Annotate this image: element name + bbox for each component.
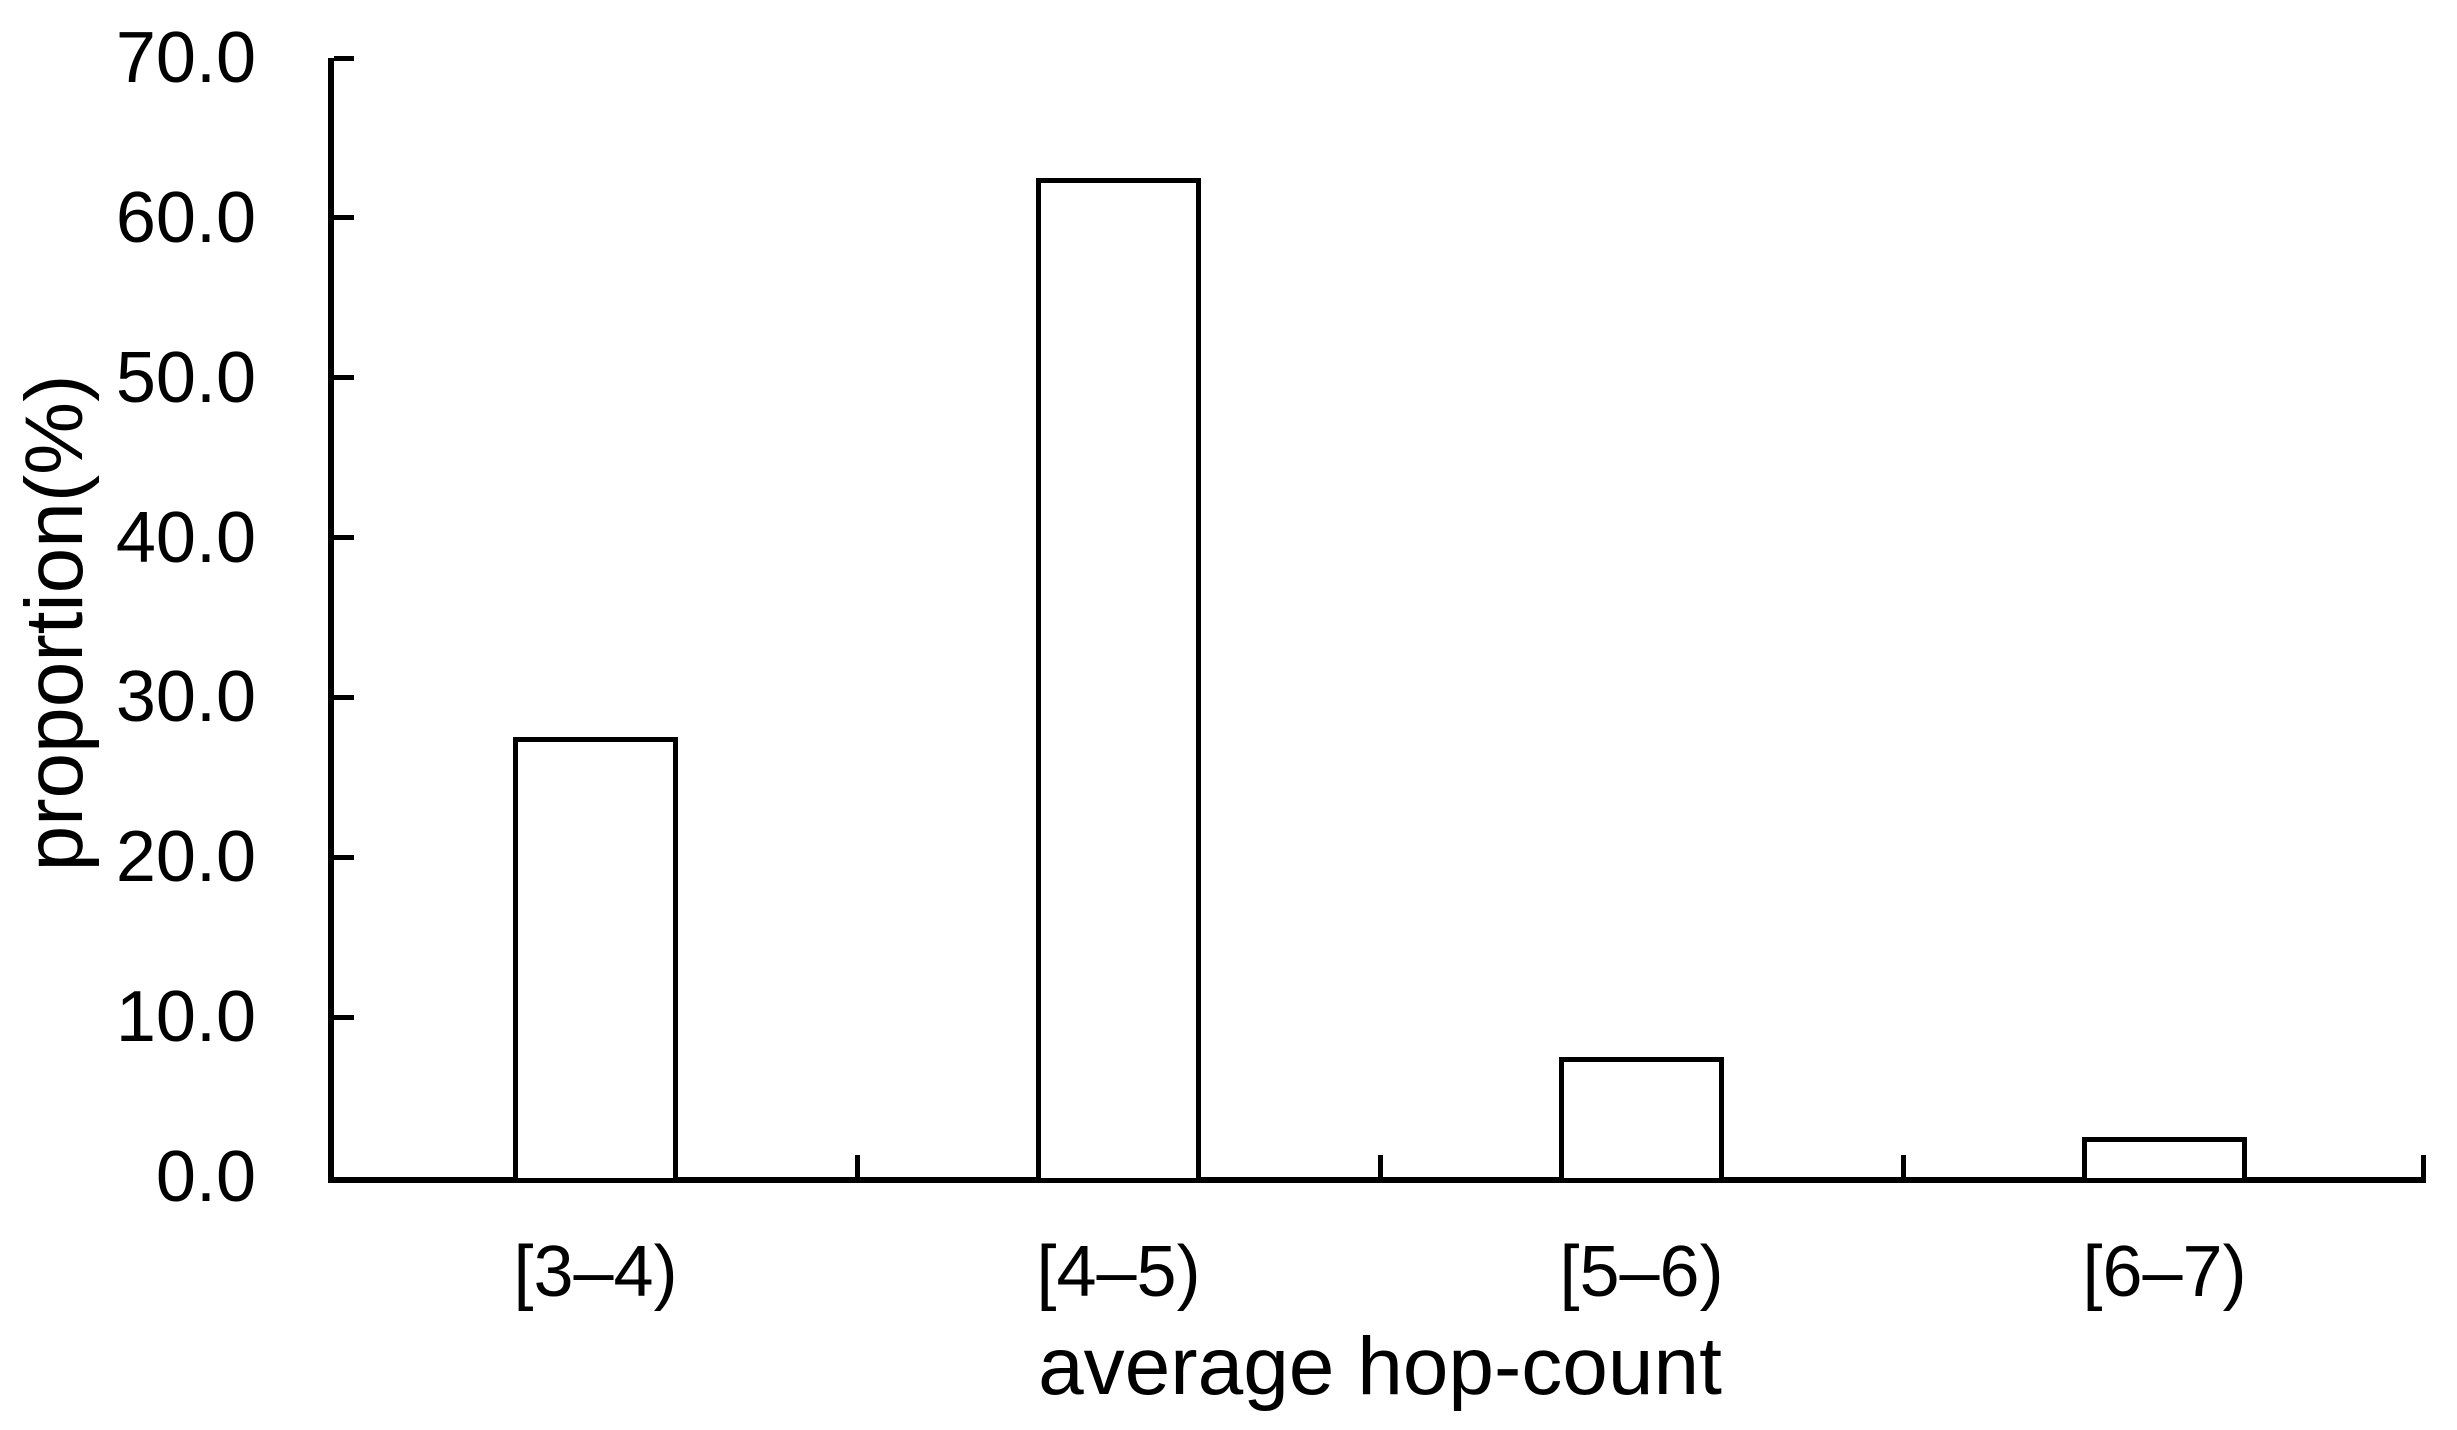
y-tick-label: 40.0 <box>115 497 256 578</box>
x-axis-tick <box>854 1155 860 1177</box>
y-axis-tick <box>334 375 354 381</box>
y-axis-tick <box>334 1014 354 1020</box>
y-axis-tick <box>334 694 354 700</box>
x-axis-tick <box>1900 1155 1906 1177</box>
y-tick-label: 50.0 <box>115 337 256 418</box>
y-tick-label: 60.0 <box>115 177 256 258</box>
bar-2 <box>1559 1057 1724 1183</box>
x-axis-end-tick <box>2421 1155 2426 1177</box>
bar-0 <box>513 737 678 1183</box>
y-tick-label: 0.0 <box>155 1137 256 1217</box>
y-axis-tick <box>334 535 354 541</box>
y-tick-label: 30.0 <box>115 657 256 738</box>
x-category-label: [3–4) <box>513 1232 678 1312</box>
bar-1 <box>1036 177 1201 1183</box>
y-axis-tick <box>334 854 354 860</box>
y-axis-title: proportion(%) <box>9 374 100 872</box>
bar-3 <box>2082 1137 2247 1183</box>
y-axis-tick <box>334 215 354 221</box>
x-category-label: [5–6) <box>1559 1232 1724 1312</box>
y-tick-label: 10.0 <box>115 977 256 1058</box>
x-axis-tick <box>1377 1155 1383 1177</box>
x-axis-title: average hop-count <box>1038 1321 1722 1412</box>
x-category-label: [6–7) <box>2082 1232 2247 1312</box>
y-axis-tick <box>334 55 354 61</box>
y-tick-label: 70.0 <box>115 18 256 98</box>
x-category-label: [4–5) <box>1036 1232 1201 1312</box>
plot-area <box>328 55 2426 1183</box>
y-tick-label: 20.0 <box>115 817 256 898</box>
